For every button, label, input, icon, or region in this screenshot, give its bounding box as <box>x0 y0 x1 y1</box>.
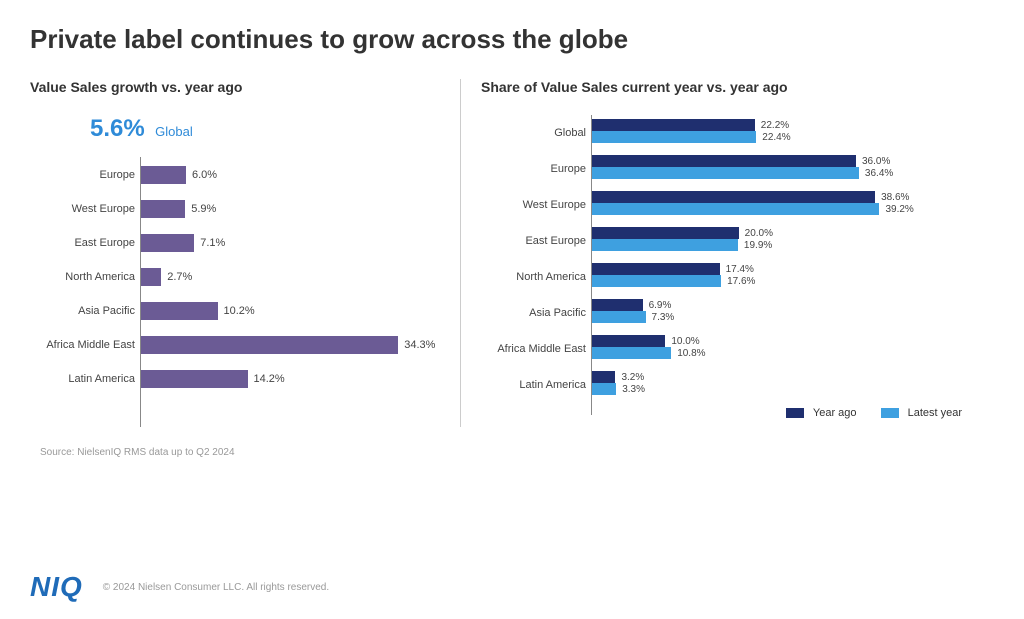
share-bar-year-ago-value: 3.2% <box>621 372 644 383</box>
growth-bar <box>141 302 218 320</box>
growth-bar-row: Africa Middle East34.3% <box>141 335 435 355</box>
growth-bar-value: 10.2% <box>224 305 255 317</box>
share-bar-year-ago-value: 17.4% <box>726 264 754 275</box>
growth-bar-label: West Europe <box>31 203 141 215</box>
page-title: Private label continues to grow across t… <box>30 24 994 55</box>
share-bar-latest-value: 7.3% <box>652 312 675 323</box>
share-bar-year-ago: 6.9% <box>592 299 674 311</box>
legend-label-latest: Latest year <box>908 407 962 419</box>
share-bar-latest: 17.6% <box>592 275 755 287</box>
growth-bar-row: North America2.7% <box>141 267 192 287</box>
share-bar-latest-value: 3.3% <box>622 384 645 395</box>
growth-chart-axis: Europe6.0% West Europe5.9% East Europe7.1%… <box>140 157 441 427</box>
share-bar-year-ago: 20.0% <box>592 227 773 239</box>
growth-bar-value: 5.9% <box>191 203 216 215</box>
chart-page: Private label continues to grow across t… <box>0 0 1024 619</box>
growth-bar-label: Africa Middle East <box>31 339 141 351</box>
share-bar-year-ago: 17.4% <box>592 263 755 275</box>
share-bar-label: Africa Middle East <box>482 343 592 355</box>
share-bar-group: Latin America3.2%3.3% <box>592 371 645 399</box>
share-bar-group: East Europe20.0%19.9% <box>592 227 773 255</box>
growth-bar <box>141 268 161 286</box>
growth-headline: 5.6% Global <box>90 115 450 143</box>
growth-bar-row: Latin America14.2% <box>141 369 285 389</box>
share-bar-year-ago-value: 10.0% <box>671 336 699 347</box>
growth-bar-label: Latin America <box>31 373 141 385</box>
growth-bar <box>141 336 398 354</box>
share-bar-latest: 39.2% <box>592 203 914 215</box>
growth-bar-label: Europe <box>31 169 141 181</box>
share-bar-latest-value: 36.4% <box>865 168 893 179</box>
share-bar-latest: 10.8% <box>592 347 706 359</box>
share-bar-year-ago: 22.2% <box>592 119 791 131</box>
share-bar-year-ago-value: 38.6% <box>881 192 909 203</box>
share-bar-year-ago: 36.0% <box>592 155 893 167</box>
share-bar-year-ago-value: 6.9% <box>649 300 672 311</box>
copyright-text: © 2024 Nielsen Consumer LLC. All rights … <box>103 582 329 593</box>
growth-bar-row: West Europe5.9% <box>141 199 216 219</box>
growth-bar <box>141 370 248 388</box>
growth-bar-label: North America <box>31 271 141 283</box>
share-bar-label: Europe <box>482 163 592 175</box>
growth-headline-value: 5.6% <box>90 115 145 142</box>
growth-headline-label: Global <box>155 124 193 139</box>
share-chart-axis: Year ago Latest year Global22.2%22.4%Eur… <box>591 115 962 415</box>
growth-bar-value: 6.0% <box>192 169 217 181</box>
share-bar-year-ago: 3.2% <box>592 371 645 383</box>
share-bar-latest: 19.9% <box>592 239 773 251</box>
growth-bar-row: East Europe7.1% <box>141 233 225 253</box>
share-bar-year-ago-value: 20.0% <box>745 228 773 239</box>
share-bar-label: Global <box>482 127 592 139</box>
legend-item-latest: Latest year <box>881 407 962 419</box>
share-bar-label: North America <box>482 271 592 283</box>
share-chart-title: Share of Value Sales current year vs. ye… <box>481 79 990 95</box>
share-bar-group: West Europe38.6%39.2% <box>592 191 914 219</box>
growth-bar-value: 34.3% <box>404 339 435 351</box>
growth-chart-panel: Value Sales growth vs. year ago 5.6% Glo… <box>30 79 460 427</box>
niq-logo: NIQ <box>30 571 83 603</box>
share-bar-label: East Europe <box>482 235 592 247</box>
charts-container: Value Sales growth vs. year ago 5.6% Glo… <box>30 79 994 427</box>
share-bar-latest-value: 17.6% <box>727 276 755 287</box>
share-bar-label: Asia Pacific <box>482 307 592 319</box>
growth-bar <box>141 200 185 218</box>
legend-swatch-year-ago <box>786 408 804 418</box>
share-bar-year-ago-value: 22.2% <box>761 120 789 131</box>
share-bar-year-ago: 38.6% <box>592 191 914 203</box>
share-chart-panel: Share of Value Sales current year vs. ye… <box>460 79 990 427</box>
growth-bar-label: East Europe <box>31 237 141 249</box>
growth-chart-title: Value Sales growth vs. year ago <box>30 79 450 95</box>
growth-bar-value: 7.1% <box>200 237 225 249</box>
share-bar-group: Africa Middle East10.0%10.8% <box>592 335 706 363</box>
growth-bar-row: Europe6.0% <box>141 165 217 185</box>
share-bar-latest: 36.4% <box>592 167 893 179</box>
share-bar-latest-value: 22.4% <box>762 132 790 143</box>
growth-bar-value: 14.2% <box>254 373 285 385</box>
share-chart-legend: Year ago Latest year <box>786 407 962 419</box>
legend-item-year-ago: Year ago <box>786 407 857 419</box>
share-bar-latest: 22.4% <box>592 131 791 143</box>
share-bar-latest-value: 39.2% <box>885 204 913 215</box>
share-bar-year-ago-value: 36.0% <box>862 156 890 167</box>
growth-bar <box>141 234 194 252</box>
legend-swatch-latest <box>881 408 899 418</box>
share-bar-year-ago: 10.0% <box>592 335 706 347</box>
growth-bar-row: Asia Pacific10.2% <box>141 301 255 321</box>
share-bar-latest: 7.3% <box>592 311 674 323</box>
share-bar-group: Global22.2%22.4% <box>592 119 791 147</box>
share-bar-label: Latin America <box>482 379 592 391</box>
share-bar-latest-value: 10.8% <box>677 348 705 359</box>
share-bar-label: West Europe <box>482 199 592 211</box>
growth-bar <box>141 166 186 184</box>
share-bar-group: Europe36.0%36.4% <box>592 155 893 183</box>
source-note: Source: NielsenIQ RMS data up to Q2 2024 <box>40 447 994 458</box>
legend-label-year-ago: Year ago <box>813 407 857 419</box>
share-bar-group: Asia Pacific6.9%7.3% <box>592 299 674 327</box>
share-bar-group: North America17.4%17.6% <box>592 263 755 291</box>
footer: NIQ © 2024 Nielsen Consumer LLC. All rig… <box>30 571 329 603</box>
growth-bar-label: Asia Pacific <box>31 305 141 317</box>
share-bar-latest: 3.3% <box>592 383 645 395</box>
share-bar-latest-value: 19.9% <box>744 240 772 251</box>
growth-bar-value: 2.7% <box>167 271 192 283</box>
